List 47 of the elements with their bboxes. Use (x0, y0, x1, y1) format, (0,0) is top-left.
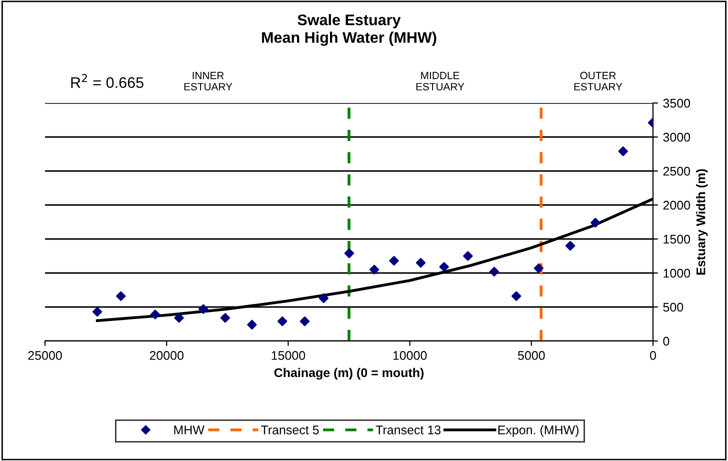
point (590, 218, 600, 228)
x-tick-label: 5000 (518, 351, 545, 360)
x-tick-label: 25000 (28, 351, 62, 360)
point (318, 293, 329, 304)
y-tick-label: 3500 (663, 98, 690, 108)
text: INNER ESTUARY (184, 72, 232, 90)
point (300, 316, 310, 326)
chart-title: Swale Estuary Mean High Water (MHW) (262, 14, 436, 46)
point (416, 258, 426, 268)
x-tick-label: 10000 (393, 351, 427, 360)
text: OUTER ESTUARY (574, 72, 622, 90)
point (150, 310, 160, 320)
point (511, 291, 522, 301)
legend-label: Transect 5 (260, 426, 319, 434)
point (92, 306, 102, 317)
y-tick-label: 500 (663, 302, 684, 312)
y-tick-label: 1000 (664, 268, 690, 278)
point (565, 240, 576, 251)
legend-label: Expon. (MHW) (498, 425, 578, 437)
x-tick-label: 20000 (150, 351, 184, 360)
y-tick-label: 2500 (663, 166, 690, 176)
point (116, 291, 126, 301)
point (220, 313, 230, 323)
point (489, 266, 500, 276)
point (278, 316, 288, 326)
point (534, 263, 544, 274)
point (174, 313, 184, 323)
point (369, 264, 380, 274)
x-axis-title: Chainage (m) (0 = mouth) (274, 368, 424, 380)
point (463, 251, 473, 261)
y-tick-label: 1500 (664, 234, 690, 244)
text: MIDDLE ESTUARY (416, 72, 464, 90)
x-tick-label: 0 (650, 351, 656, 360)
point (618, 146, 628, 156)
legend-label: MHW (174, 426, 204, 434)
legend-label: Transect 13 (376, 426, 441, 434)
y-tick-label: 2000 (663, 200, 690, 210)
point (344, 248, 354, 258)
text: R$^{2}$ = 0.665 (71, 74, 144, 88)
y-axis-title: Estuary Width (m) (696, 169, 708, 275)
y-tick-label: 3000 (663, 132, 690, 142)
point (389, 256, 399, 266)
point (247, 320, 257, 330)
y-tick-label: 0 (663, 336, 670, 346)
x-tick-label: 15000 (272, 351, 306, 360)
point (439, 262, 449, 272)
point (198, 304, 208, 314)
